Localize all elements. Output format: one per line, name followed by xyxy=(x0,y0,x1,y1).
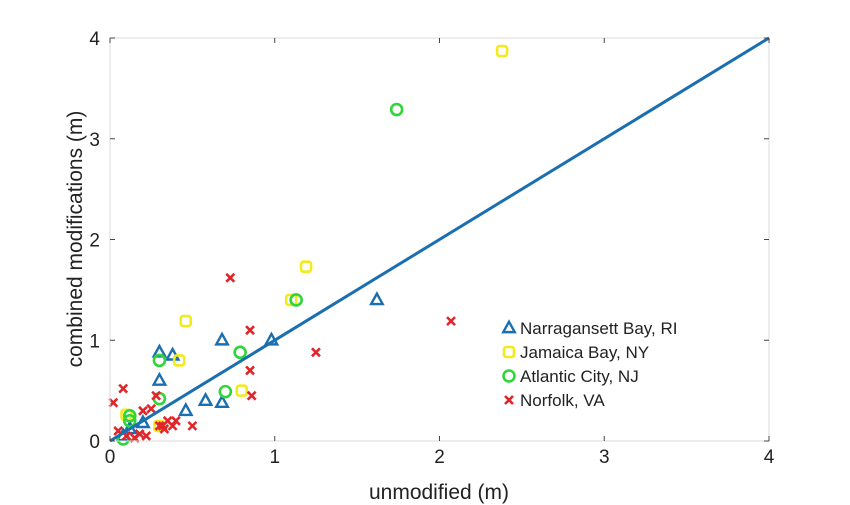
data-point xyxy=(134,429,145,439)
data-point xyxy=(197,391,214,407)
data-point xyxy=(235,384,249,397)
data-point xyxy=(118,383,129,394)
data-point xyxy=(179,314,193,328)
data-point xyxy=(151,371,168,386)
data-point xyxy=(214,393,230,409)
data-point xyxy=(172,354,186,367)
one-to-one-line xyxy=(109,36,770,443)
data-point xyxy=(225,272,236,283)
y-tick-label: 0 xyxy=(89,432,100,453)
x-axis-label: unmodified (m) xyxy=(369,481,509,504)
legend-label: Narragansett Bay, RI xyxy=(520,319,677,338)
data-point xyxy=(108,397,119,408)
legend: Narragansett Bay, RI Jamaica Bay, NY Atlan… xyxy=(501,319,677,410)
data-point xyxy=(299,260,313,274)
data-point xyxy=(151,343,168,358)
data-point xyxy=(122,414,137,428)
data-point xyxy=(311,347,321,358)
data-point xyxy=(152,353,167,368)
axis-ticks: 0 1 2 3 4 0 1 2 3 4 xyxy=(89,29,774,468)
legend-marker xyxy=(504,395,514,405)
legend-label: Atlantic City, NJ xyxy=(520,367,639,386)
data-point xyxy=(177,401,194,417)
x-tick-label: 4 xyxy=(764,447,775,468)
legend-marker xyxy=(502,369,516,383)
data-point xyxy=(151,390,162,401)
data-point xyxy=(214,331,230,346)
data-point xyxy=(187,420,198,431)
series-1 xyxy=(120,44,509,433)
x-tick-label: 3 xyxy=(599,447,610,468)
y-axis-label: combined modifications (m) xyxy=(64,111,87,368)
data-point xyxy=(246,390,257,401)
legend-label: Jamaica Bay, NY xyxy=(520,343,649,362)
data-point xyxy=(369,291,385,306)
legend-marker xyxy=(502,345,516,359)
data-point xyxy=(495,44,509,58)
data-point xyxy=(245,325,255,336)
data-point xyxy=(245,365,255,376)
data-point xyxy=(218,384,233,399)
data-point xyxy=(138,405,148,416)
legend-label: Norfolk, VA xyxy=(520,391,605,410)
data-point xyxy=(446,316,456,327)
data-point xyxy=(122,409,137,423)
data-marks xyxy=(108,36,770,446)
data-point xyxy=(146,403,157,414)
legend-item: Jamaica Bay, NY xyxy=(502,343,649,362)
legend-item: Atlantic City, NJ xyxy=(502,367,639,386)
data-point xyxy=(233,345,247,360)
y-tick-label: 3 xyxy=(89,130,100,151)
legend-item: Norfolk, VA xyxy=(504,391,605,410)
legend-item: Narragansett Bay, RI xyxy=(501,319,677,338)
x-tick-label: 0 xyxy=(105,447,116,468)
data-point xyxy=(154,420,165,431)
legend-marker xyxy=(501,319,517,334)
y-tick-label: 1 xyxy=(89,331,100,352)
data-point xyxy=(289,293,303,307)
y-tick-label: 4 xyxy=(89,29,100,50)
data-point xyxy=(284,293,298,307)
data-point xyxy=(170,415,181,426)
y-tick-label: 2 xyxy=(89,231,100,252)
data-point xyxy=(141,431,152,441)
x-tick-label: 2 xyxy=(434,447,445,468)
x-tick-label: 1 xyxy=(269,447,280,468)
data-point xyxy=(159,423,170,434)
data-point xyxy=(389,102,404,117)
